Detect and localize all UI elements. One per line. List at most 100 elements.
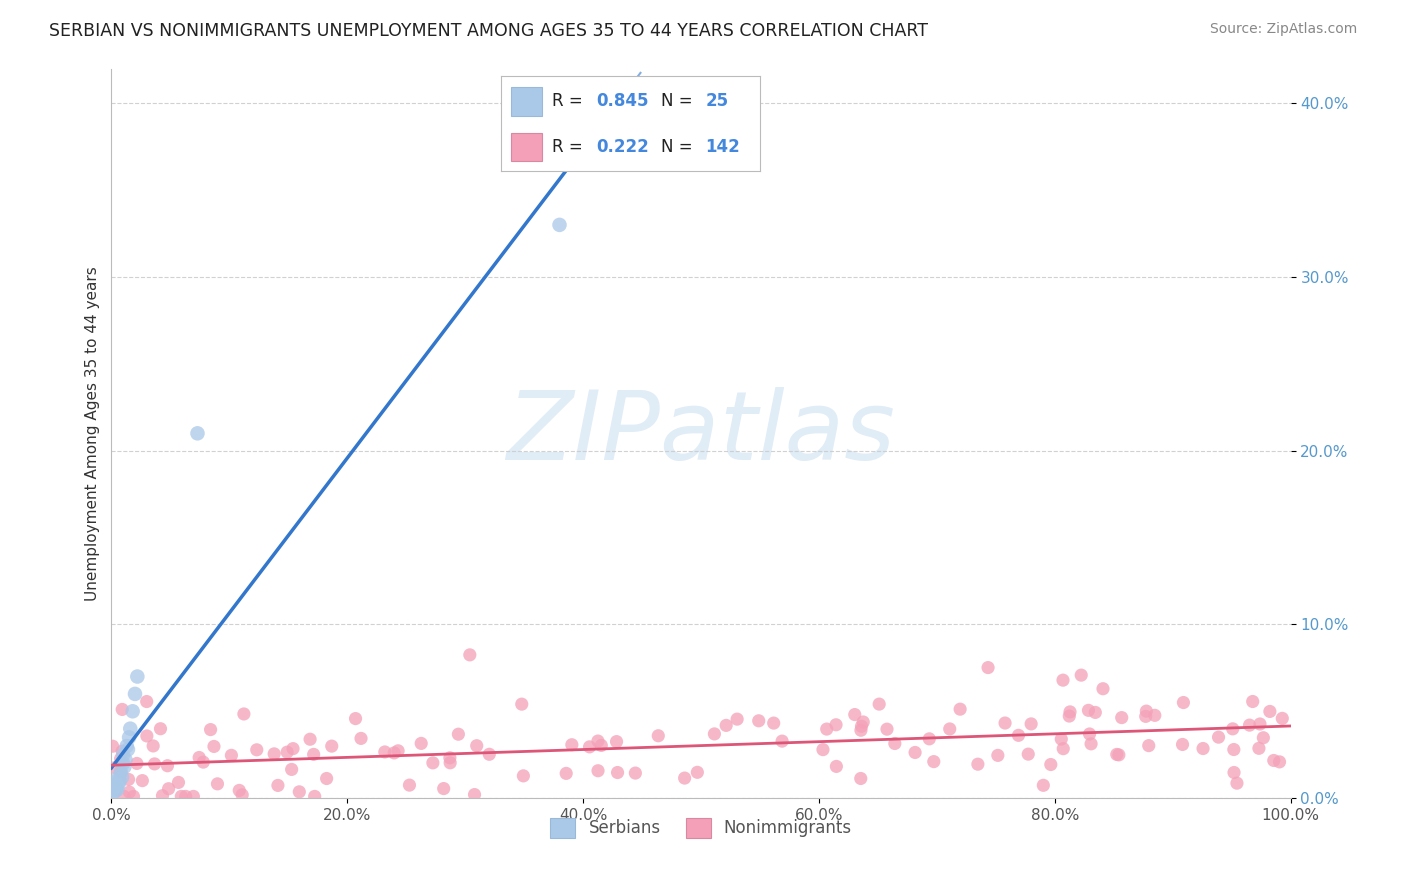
- Point: [949, 702, 972, 716]
- Point: [1084, 706, 1107, 720]
- Point: [1253, 731, 1275, 745]
- Point: [110, 752, 132, 766]
- Point: [103, 782, 125, 797]
- Point: [344, 712, 367, 726]
- Point: [1239, 718, 1261, 732]
- Point: [1108, 747, 1130, 762]
- Point: [122, 789, 145, 804]
- Point: [422, 756, 444, 770]
- Point: [104, 784, 127, 798]
- Point: [1268, 755, 1291, 769]
- Point: [463, 788, 485, 802]
- Point: [104, 761, 127, 775]
- Point: [548, 218, 571, 232]
- Point: [606, 734, 628, 748]
- Point: [110, 765, 132, 780]
- Point: [1111, 710, 1133, 724]
- Point: [288, 785, 311, 799]
- Point: [815, 722, 838, 736]
- Point: [1137, 739, 1160, 753]
- Point: [221, 748, 243, 763]
- Point: [849, 772, 872, 786]
- Point: [142, 739, 165, 753]
- Point: [1135, 704, 1157, 718]
- Point: [1249, 717, 1271, 731]
- Point: [1080, 737, 1102, 751]
- Point: [904, 746, 927, 760]
- Point: [104, 779, 127, 793]
- Point: [167, 775, 190, 789]
- Point: [1105, 747, 1128, 762]
- Text: SERBIAN VS NONIMMIGRANTS UNEMPLOYMENT AMONG AGES 35 TO 44 YEARS CORRELATION CHAR: SERBIAN VS NONIMMIGRANTS UNEMPLOYMENT AM…: [49, 22, 928, 40]
- Point: [555, 766, 578, 780]
- Point: [143, 756, 166, 771]
- Point: [398, 778, 420, 792]
- Point: [105, 773, 128, 788]
- Point: [1143, 708, 1166, 723]
- Point: [1223, 765, 1246, 780]
- Point: [101, 739, 124, 754]
- Point: [849, 723, 872, 738]
- Point: [135, 694, 157, 708]
- Point: [174, 789, 197, 804]
- Point: [1032, 778, 1054, 792]
- Point: [1059, 709, 1081, 723]
- Point: [624, 766, 647, 780]
- Point: [101, 786, 124, 800]
- Point: [714, 718, 737, 732]
- Legend: Serbians, Nonimmigrants: Serbians, Nonimmigrants: [543, 811, 859, 845]
- Point: [987, 748, 1010, 763]
- Point: [193, 755, 215, 769]
- Y-axis label: Unemployment Among Ages 35 to 44 years: Unemployment Among Ages 35 to 44 years: [86, 266, 100, 600]
- Point: [762, 716, 785, 731]
- Point: [1258, 705, 1281, 719]
- Point: [114, 753, 136, 767]
- Point: [276, 745, 298, 759]
- Point: [852, 714, 875, 729]
- Point: [478, 747, 501, 762]
- Point: [411, 736, 433, 750]
- Point: [183, 789, 205, 804]
- Point: [725, 712, 748, 726]
- Point: [170, 789, 193, 804]
- Point: [770, 734, 793, 748]
- Point: [922, 755, 945, 769]
- Point: [918, 731, 941, 746]
- Point: [186, 426, 208, 441]
- Point: [304, 789, 326, 804]
- Point: [111, 702, 134, 716]
- Point: [280, 763, 302, 777]
- Point: [1059, 705, 1081, 719]
- Point: [121, 704, 143, 718]
- Point: [112, 789, 135, 804]
- Point: [1052, 673, 1074, 688]
- Text: ZIPatlas: ZIPatlas: [506, 387, 896, 480]
- Point: [111, 770, 134, 784]
- Point: [561, 738, 583, 752]
- Point: [512, 769, 534, 783]
- Point: [117, 772, 139, 787]
- Point: [149, 722, 172, 736]
- Point: [267, 779, 290, 793]
- Point: [1077, 703, 1099, 717]
- Point: [111, 744, 134, 758]
- Point: [112, 756, 135, 771]
- Point: [1007, 728, 1029, 742]
- Point: [1247, 741, 1270, 756]
- Point: [1039, 757, 1062, 772]
- Point: [1017, 747, 1039, 761]
- Point: [202, 739, 225, 754]
- Point: [1078, 727, 1101, 741]
- Point: [108, 773, 131, 788]
- Point: [1050, 732, 1073, 747]
- Point: [124, 687, 146, 701]
- Point: [156, 758, 179, 772]
- Point: [578, 739, 600, 754]
- Point: [851, 719, 873, 733]
- Point: [586, 764, 609, 778]
- Point: [152, 789, 174, 803]
- Point: [302, 747, 325, 762]
- Point: [246, 743, 269, 757]
- Point: [105, 780, 128, 795]
- Point: [1208, 730, 1230, 744]
